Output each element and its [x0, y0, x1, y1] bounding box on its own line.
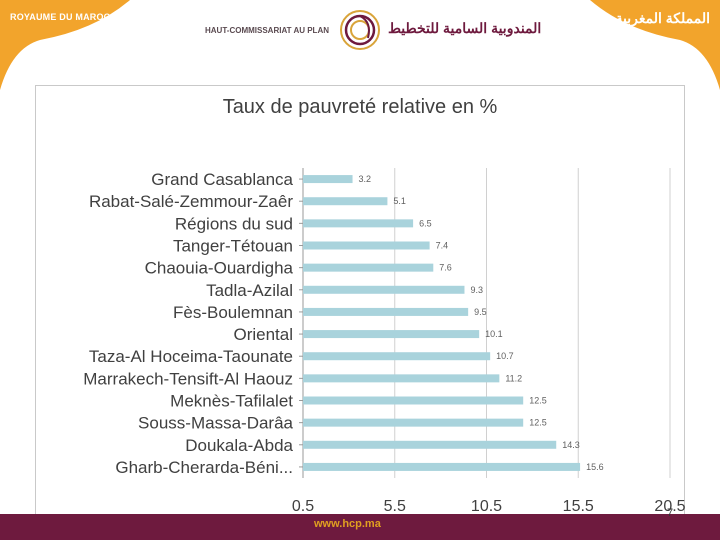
bar	[303, 307, 469, 316]
x-tick-label: 0.5	[292, 498, 314, 515]
category-label: Gharb-Cherarda-Béni...	[115, 458, 293, 477]
category-label: Grand Casablanca	[151, 170, 293, 189]
data-label: 10.1	[485, 329, 503, 339]
data-label: 3.2	[359, 174, 372, 184]
bar	[303, 374, 500, 383]
data-label: 12.5	[529, 418, 547, 428]
bar	[303, 263, 434, 272]
data-label: 7.4	[436, 241, 449, 251]
footer-url[interactable]: www.hcp.ma	[314, 518, 381, 530]
category-label: Rabat-Salé-Zemmour-Zaêr	[89, 192, 293, 211]
bar	[303, 197, 388, 206]
bar	[303, 175, 353, 184]
category-label: Régions du sud	[175, 214, 293, 233]
category-label: Marrakech-Tensift-Al Haouz	[83, 369, 293, 388]
category-label: Meknès-Tafilalet	[170, 392, 293, 411]
data-label: 10.7	[496, 351, 514, 361]
hcp-logo-icon	[340, 10, 380, 50]
data-label: 12.5	[529, 396, 547, 406]
page-number: 7	[667, 507, 674, 519]
x-tick-label: 20.5	[654, 498, 685, 515]
org-name-ar: المندوبية السامية للتخطيط	[388, 20, 542, 36]
bar	[303, 285, 465, 294]
data-label: 5.1	[393, 196, 406, 206]
x-tick-label: 15.5	[563, 498, 594, 515]
chart-title: Taux de pauvreté relative en %	[223, 96, 498, 118]
bar	[303, 440, 557, 449]
category-label: Tadla-Azilal	[206, 281, 293, 300]
bar	[303, 330, 480, 339]
bar	[303, 418, 524, 427]
bar	[303, 241, 430, 250]
org-name-fr: HAUT-COMMISSARIAT AU PLAN	[205, 26, 329, 35]
category-label: Doukala-Abda	[185, 436, 293, 455]
data-label: 9.3	[470, 285, 483, 295]
footer-bar	[0, 514, 720, 540]
data-label: 14.3	[562, 440, 580, 450]
data-label: 6.5	[419, 218, 432, 228]
bar	[303, 462, 581, 471]
kingdom-label-fr: ROYAUME DU MAROC	[10, 12, 111, 22]
data-label: 7.6	[439, 263, 452, 273]
category-label: Oriental	[233, 325, 293, 344]
x-tick-label: 5.5	[384, 498, 406, 515]
header-right-corner	[590, 0, 720, 90]
category-label: Taza-Al Hoceima-Taounate	[89, 347, 293, 366]
category-label: Fès-Boulemnan	[173, 303, 293, 322]
bar	[303, 352, 491, 361]
bar	[303, 219, 414, 228]
category-label: Souss-Massa-Darâa	[138, 414, 293, 433]
kingdom-label-ar: المملكة المغربية	[615, 10, 710, 26]
category-label: Tanger-Tétouan	[173, 237, 293, 256]
header-left-corner	[0, 0, 130, 90]
x-tick-label: 10.5	[471, 498, 502, 515]
category-label: Chaouia-Ouardigha	[145, 259, 294, 278]
data-label: 15.6	[586, 462, 604, 472]
bar	[303, 396, 524, 405]
data-label: 9.5	[474, 307, 487, 317]
data-label: 11.2	[505, 373, 522, 383]
